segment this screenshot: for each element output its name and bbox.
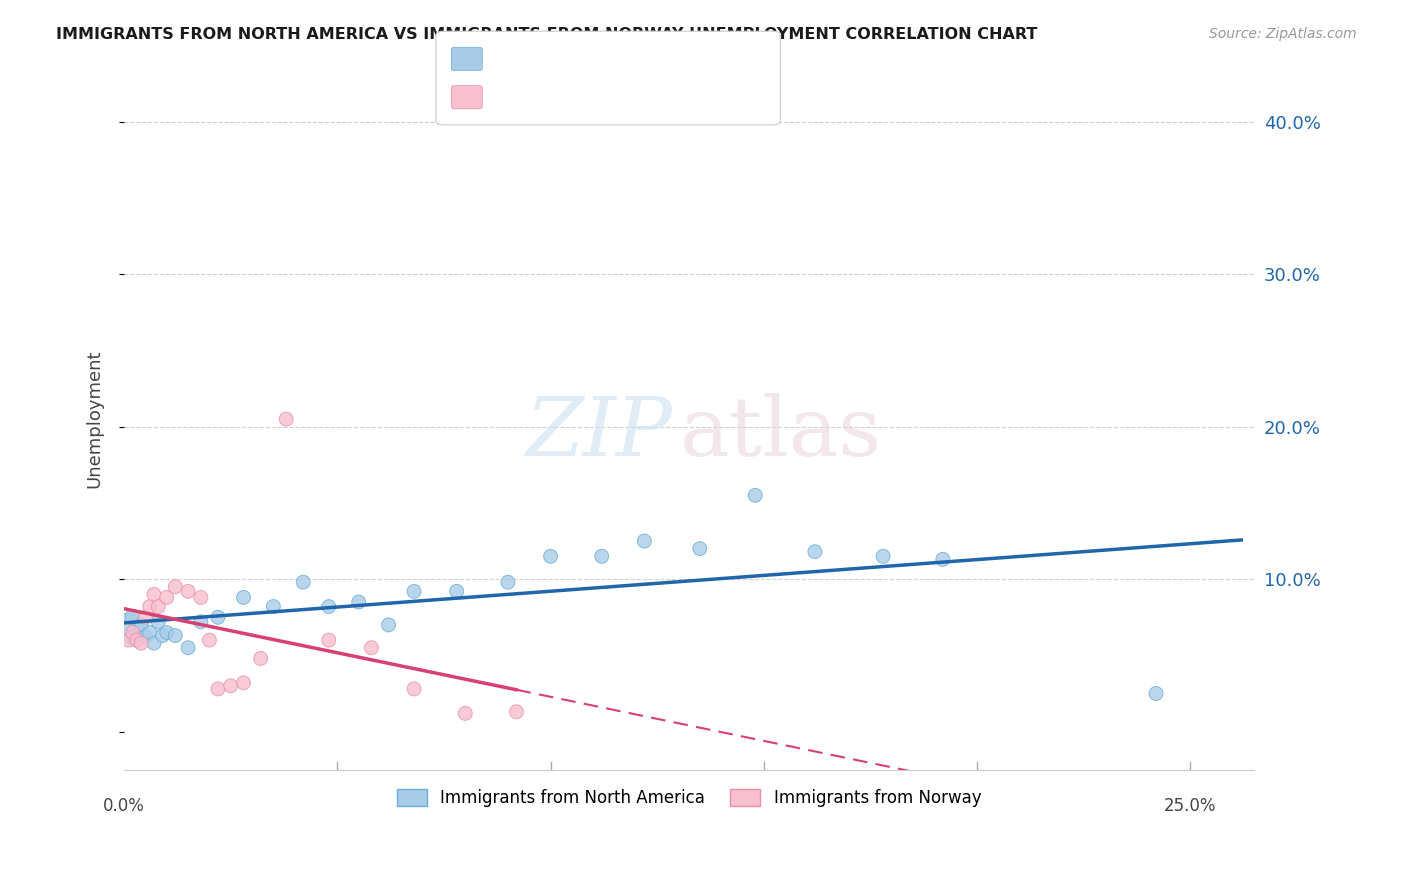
Point — [177, 640, 200, 655]
Point — [249, 651, 271, 665]
Point — [540, 549, 562, 564]
Point — [121, 630, 143, 644]
Legend: Immigrants from North America, Immigrants from Norway: Immigrants from North America, Immigrant… — [391, 782, 988, 814]
Point — [804, 545, 827, 559]
Point — [207, 681, 229, 696]
Text: 25.0%: 25.0% — [1164, 797, 1216, 815]
Text: IMMIGRANTS FROM NORTH AMERICA VS IMMIGRANTS FROM NORWAY UNEMPLOYMENT CORRELATION: IMMIGRANTS FROM NORTH AMERICA VS IMMIGRA… — [56, 27, 1038, 42]
Point — [121, 625, 143, 640]
Point — [744, 488, 766, 502]
Text: R =: R = — [488, 50, 526, 68]
Point — [148, 615, 170, 629]
Point — [152, 628, 174, 642]
Point — [207, 610, 229, 624]
Point — [125, 633, 148, 648]
Point — [148, 599, 170, 614]
Point — [404, 584, 426, 599]
Point — [932, 552, 955, 566]
Point — [318, 599, 340, 614]
Point — [129, 636, 152, 650]
Point — [177, 584, 200, 599]
Point — [232, 675, 254, 690]
Point — [143, 636, 166, 650]
Point — [129, 618, 152, 632]
Text: 0.355: 0.355 — [516, 50, 571, 68]
Point — [138, 625, 160, 640]
Text: 23: 23 — [609, 88, 633, 106]
Point — [165, 580, 187, 594]
Point — [134, 630, 156, 644]
Text: R =: R = — [488, 88, 526, 106]
Text: 0.368: 0.368 — [516, 88, 571, 106]
Point — [360, 640, 382, 655]
Point — [219, 679, 242, 693]
Point — [446, 584, 468, 599]
Point — [347, 595, 370, 609]
Point — [292, 575, 315, 590]
Point — [262, 599, 284, 614]
Point — [276, 412, 298, 426]
Point — [404, 681, 426, 696]
Point — [165, 628, 187, 642]
Point — [198, 633, 221, 648]
Point — [134, 610, 156, 624]
Text: N =: N = — [572, 88, 621, 106]
Point — [496, 575, 519, 590]
Text: atlas: atlas — [681, 393, 882, 473]
Point — [117, 621, 139, 635]
Point — [633, 534, 655, 549]
Point — [454, 706, 477, 721]
Point — [232, 591, 254, 605]
Point — [117, 633, 139, 648]
Point — [1144, 686, 1167, 700]
Y-axis label: Unemployment: Unemployment — [86, 350, 103, 488]
Point — [143, 587, 166, 601]
Point — [591, 549, 613, 564]
Text: 0.0%: 0.0% — [103, 797, 145, 815]
Point — [872, 549, 894, 564]
Text: 33: 33 — [609, 50, 633, 68]
Point — [121, 610, 143, 624]
Point — [689, 541, 711, 556]
Point — [505, 705, 527, 719]
Point — [190, 615, 212, 629]
Point — [125, 633, 148, 648]
Point — [138, 599, 160, 614]
Point — [318, 633, 340, 648]
Point — [156, 625, 179, 640]
Text: N =: N = — [572, 50, 621, 68]
Text: ZIP: ZIP — [526, 393, 672, 473]
Point — [156, 591, 179, 605]
Text: Source: ZipAtlas.com: Source: ZipAtlas.com — [1209, 27, 1357, 41]
Point — [377, 618, 399, 632]
Point — [190, 591, 212, 605]
